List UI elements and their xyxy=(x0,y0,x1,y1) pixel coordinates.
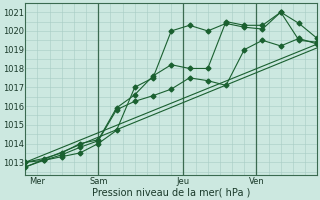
X-axis label: Pression niveau de la mer( hPa ): Pression niveau de la mer( hPa ) xyxy=(92,187,251,197)
